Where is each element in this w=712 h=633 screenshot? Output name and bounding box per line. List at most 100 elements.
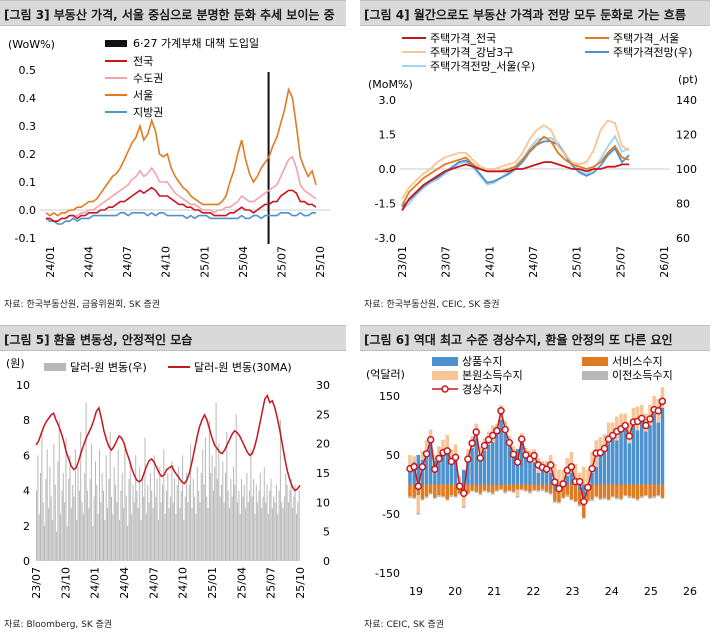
fig6-bar-2 xyxy=(437,446,441,455)
fig5-bar xyxy=(186,473,188,561)
fig5-bar xyxy=(294,484,296,561)
fig5-bar xyxy=(174,478,176,561)
fig5-bar xyxy=(216,478,218,561)
fig6-bar-2 xyxy=(611,422,615,438)
fig5-xtick: 25/04 xyxy=(235,567,248,599)
fig6-bar-3 xyxy=(656,495,661,497)
fig5-bar xyxy=(119,519,121,561)
fig5-bar xyxy=(207,508,209,561)
fig4-ytick: 3.0 xyxy=(379,94,397,107)
fig4-legend-label: 주택가격_서울 xyxy=(613,32,679,45)
fig5-bar xyxy=(143,496,145,561)
fig5-bar xyxy=(261,508,263,561)
fig5-bar xyxy=(257,502,259,561)
fig5-bar xyxy=(37,455,39,561)
fig6-current-point xyxy=(476,454,485,462)
fig5-bar xyxy=(88,508,90,561)
fig6-bar-1 xyxy=(582,502,586,518)
fig5-bar xyxy=(42,502,44,561)
fig5-bar xyxy=(179,508,181,561)
fig3-xtick: 24/04 xyxy=(83,246,96,278)
fig5-bar xyxy=(277,514,279,561)
fig6-bar-0 xyxy=(482,450,487,485)
fig6-bar-3 xyxy=(503,491,507,494)
fig5-bar xyxy=(180,490,182,561)
fig6-bar-1 xyxy=(598,484,603,499)
fig5-ytick: 6 xyxy=(23,449,30,462)
fig5-bar xyxy=(229,508,231,561)
fig5-bar xyxy=(109,431,111,561)
fig6-bar-3 xyxy=(420,499,425,501)
fig5-bar xyxy=(187,502,189,561)
fig6-bar-3 xyxy=(474,491,479,493)
fig5-bar xyxy=(120,490,122,561)
fig6-bar-0 xyxy=(466,459,470,485)
fig5-bar xyxy=(293,496,295,561)
fig6-bar-1 xyxy=(602,484,607,498)
fig4-ytick: -3.0 xyxy=(375,232,396,245)
fig6-bar-0 xyxy=(495,434,499,485)
fig6-bar-0 xyxy=(569,472,574,485)
figure-6-panel: [그림 6] 역대 최고 수준 경상수지, 환율 안정의 또 다른 요인 (억달… xyxy=(360,325,712,633)
fig5-bar xyxy=(254,514,256,561)
fig6-current-point xyxy=(642,421,650,430)
fig5-bar xyxy=(249,490,251,561)
fig6-bar-2 xyxy=(553,463,557,485)
fig6-bar-2 xyxy=(515,489,520,496)
fig6-bar-3 xyxy=(515,495,520,498)
fig6-bar-1 xyxy=(557,490,561,503)
fig6-bar-2 xyxy=(449,449,454,464)
fig6-bar-3 xyxy=(424,496,429,499)
fig5-bar xyxy=(73,496,75,561)
fig5-bar xyxy=(40,473,42,561)
fig6-bar-1 xyxy=(544,484,549,492)
fig6-bar-1 xyxy=(515,484,520,490)
fig5-bar xyxy=(141,478,143,561)
fig3-xtick: 24/10 xyxy=(160,246,173,278)
fig5-bar xyxy=(182,455,184,561)
fig5-bar xyxy=(160,502,162,561)
fig5-bar xyxy=(128,478,130,561)
fig6-bar-0 xyxy=(619,431,623,485)
fig5-bar xyxy=(200,473,202,561)
fig6-bar-3 xyxy=(631,497,636,499)
fig6-ytick: 150 xyxy=(379,390,400,403)
fig5-bar xyxy=(214,467,216,561)
fig6-bar-2 xyxy=(412,456,416,463)
fig5-bar xyxy=(151,490,153,561)
figure-3-source: 자료: 한국부동산원, 금융위원회, SK 증권 xyxy=(4,300,161,310)
fig6-bar-2 xyxy=(466,449,470,460)
fig5-bar xyxy=(211,455,213,561)
fig6-bar-3 xyxy=(433,497,437,499)
fig6-xtick: 25 xyxy=(644,585,658,598)
fig6-bar-1 xyxy=(640,484,644,497)
fig5-ytick-right: 0 xyxy=(323,555,330,568)
fig3-series-1 xyxy=(46,155,317,222)
fig6-current-point xyxy=(513,458,522,466)
fig5-ytick-right: 25 xyxy=(316,408,330,421)
fig6-bar-3 xyxy=(408,496,412,499)
fig5-bar xyxy=(135,455,137,561)
fig5-bar xyxy=(121,473,123,561)
fig6-bar-0 xyxy=(528,460,532,485)
fig6-bar-3 xyxy=(441,496,445,498)
fig6-bar-0 xyxy=(441,450,445,485)
fig6-bar-3 xyxy=(453,496,458,498)
fig6-bar-0 xyxy=(491,442,495,485)
fig6-bar-0 xyxy=(590,472,594,485)
fig5-bar xyxy=(157,519,159,561)
fig5-bar xyxy=(266,484,268,561)
fig5-bar xyxy=(90,443,92,561)
figure-4-header: [그림 4] 월간으로도 부동산 가격과 전망 모두 둔화로 가는 흐름 xyxy=(360,0,710,26)
fig5-ytick-right: 15 xyxy=(316,467,330,480)
fig6-bar-0 xyxy=(635,430,640,485)
fig6-bar-3 xyxy=(577,504,582,507)
fig6-bar-2 xyxy=(590,452,594,473)
fig6-xtick: 23 xyxy=(566,585,580,598)
fig5-bar xyxy=(230,478,232,561)
fig5-bar xyxy=(226,431,228,561)
fig4-legend-label: 주택가격_전국 xyxy=(430,32,496,45)
fig5-bar xyxy=(285,473,287,561)
fig5-ytick: 4 xyxy=(23,485,30,498)
fig5-bar xyxy=(97,514,99,561)
